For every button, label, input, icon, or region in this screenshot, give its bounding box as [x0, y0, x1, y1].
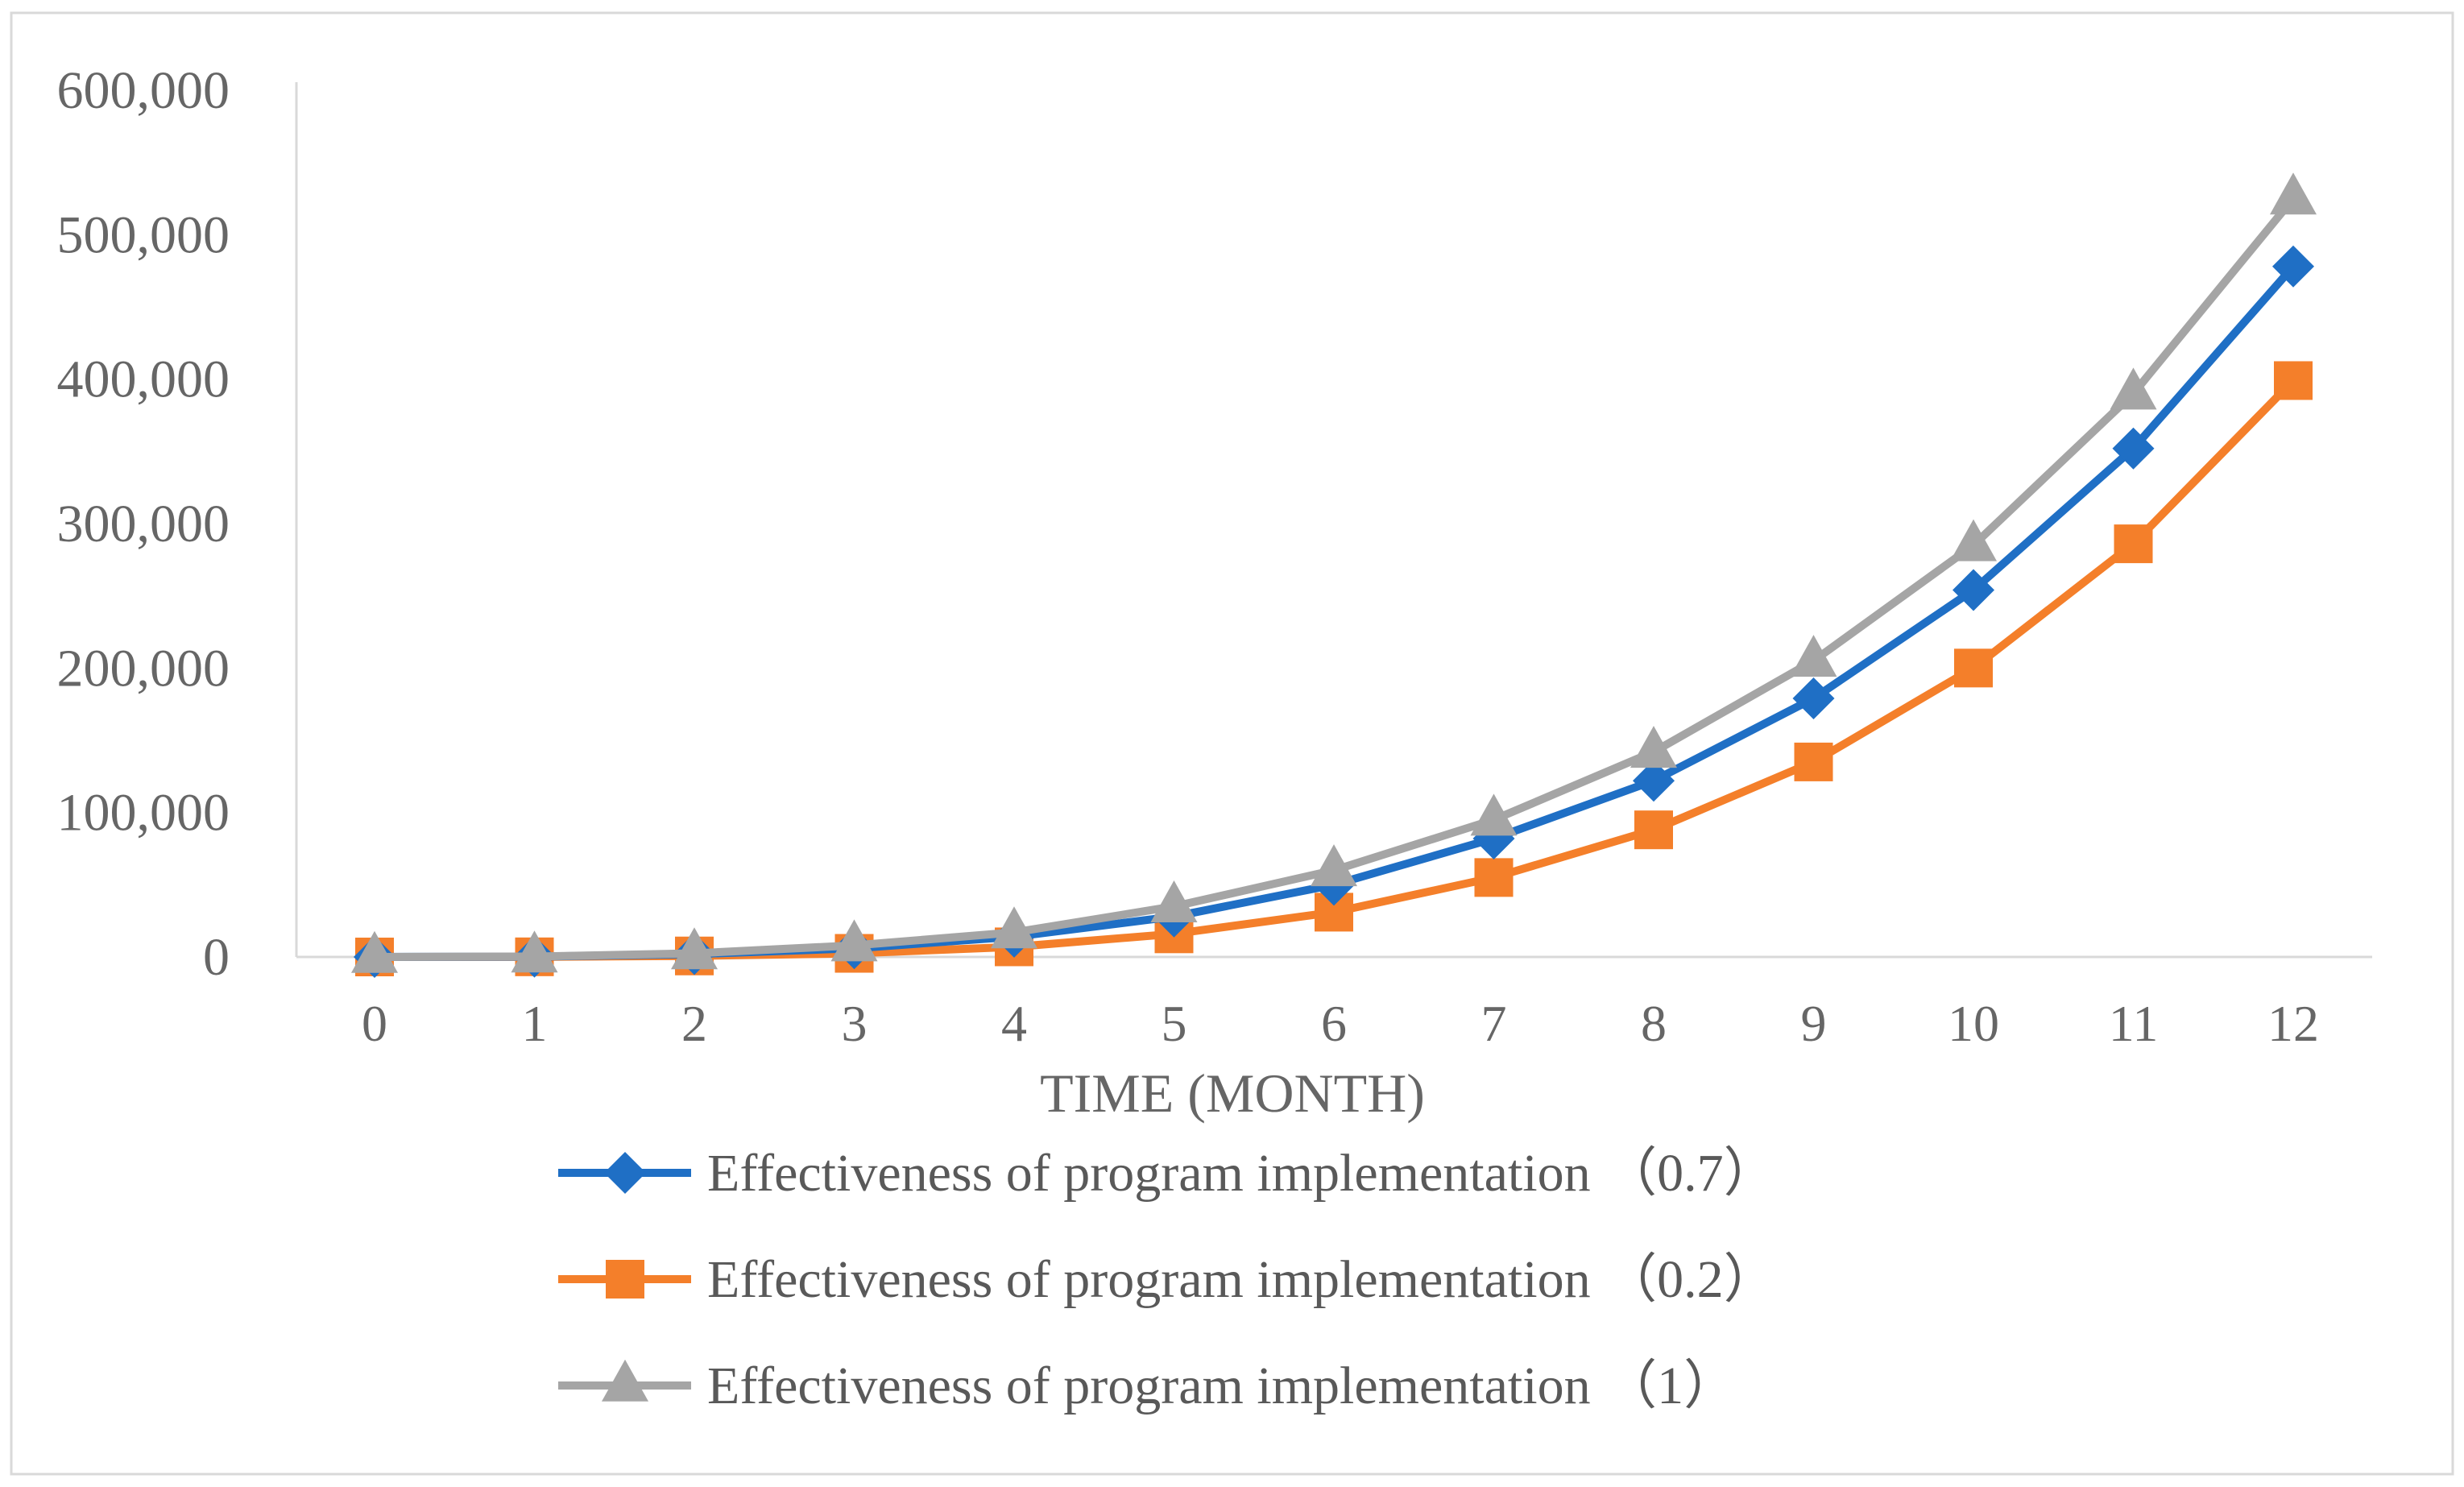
- y-tick-label: 200,000: [57, 639, 230, 698]
- data-point-triangle: [2110, 367, 2157, 410]
- x-axis-title: TIME (MONTH): [1040, 1062, 1425, 1124]
- x-tick-label: 7: [1481, 995, 1507, 1052]
- y-tick-label: 300,000: [57, 495, 230, 553]
- data-point-triangle: [1950, 519, 1997, 561]
- legend-label: Effectiveness of program implementation …: [707, 1250, 1777, 1309]
- x-tick-label: 4: [1001, 995, 1027, 1052]
- legend-marker-square: [606, 1260, 644, 1299]
- data-point-triangle: [1311, 844, 1357, 887]
- legend-label: Effectiveness of program implementation …: [707, 1144, 1777, 1203]
- data-point-triangle: [1150, 880, 1198, 922]
- data-point-triangle: [1470, 793, 1518, 836]
- legend-label: Effectiveness of program implementation …: [707, 1357, 1737, 1415]
- y-tick-label: 0: [203, 928, 230, 987]
- legend-item: Effectiveness of program implementation …: [558, 1357, 1737, 1415]
- y-tick-label: 600,000: [57, 61, 230, 120]
- data-point-triangle: [1630, 726, 1677, 768]
- data-point-triangle: [830, 919, 878, 962]
- x-tick-label: 2: [681, 995, 707, 1052]
- data-point-square: [1474, 858, 1514, 897]
- data-point-triangle: [991, 906, 1037, 949]
- data-point-diamond: [1953, 569, 1994, 611]
- x-tick-label: 5: [1162, 995, 1187, 1052]
- legend-item: Effectiveness of program implementation …: [558, 1144, 1777, 1203]
- x-tick-label: 11: [2109, 995, 2159, 1052]
- y-tick-label: 100,000: [57, 784, 230, 843]
- data-point-square: [1794, 742, 1833, 781]
- data-point-square: [1634, 810, 1673, 850]
- data-point-triangle: [511, 930, 558, 973]
- legend-marker-triangle: [602, 1359, 648, 1402]
- data-point-square: [1954, 648, 1993, 688]
- x-tick-label: 0: [362, 995, 387, 1052]
- series-triangle: [351, 172, 2317, 973]
- legend-item: Effectiveness of program implementation …: [558, 1250, 1777, 1309]
- chart-border: [10, 11, 2454, 1476]
- x-tick-label: 8: [1641, 995, 1667, 1052]
- x-tick-label: 3: [842, 995, 868, 1052]
- x-tick-label: 12: [2267, 995, 2319, 1052]
- data-point-diamond: [1792, 677, 1835, 719]
- data-point-triangle: [671, 927, 718, 970]
- y-tick-label: 500,000: [57, 205, 230, 264]
- legend: Effectiveness of program implementation …: [558, 1144, 1777, 1415]
- data-point-triangle: [351, 930, 398, 973]
- data-point-diamond: [2272, 245, 2314, 288]
- data-point-square: [2274, 361, 2313, 400]
- data-point-diamond: [1633, 760, 1675, 802]
- legend-marker-diamond: [604, 1152, 646, 1194]
- x-tick-label: 6: [1321, 995, 1347, 1052]
- data-point-triangle: [1790, 635, 1837, 677]
- x-tick-label: 9: [1801, 995, 1827, 1052]
- series-layer: [351, 172, 2317, 978]
- y-axis: 0 100,000 200,000 300,000 400,000 500,000 600,…: [57, 61, 298, 987]
- data-point-triangle: [2270, 172, 2317, 215]
- data-point-diamond: [2112, 427, 2155, 470]
- x-tick-label: 10: [1948, 995, 1999, 1052]
- data-point-square: [2114, 524, 2153, 564]
- x-tick-label: 1: [522, 995, 548, 1052]
- y-tick-label: 400,000: [57, 350, 230, 409]
